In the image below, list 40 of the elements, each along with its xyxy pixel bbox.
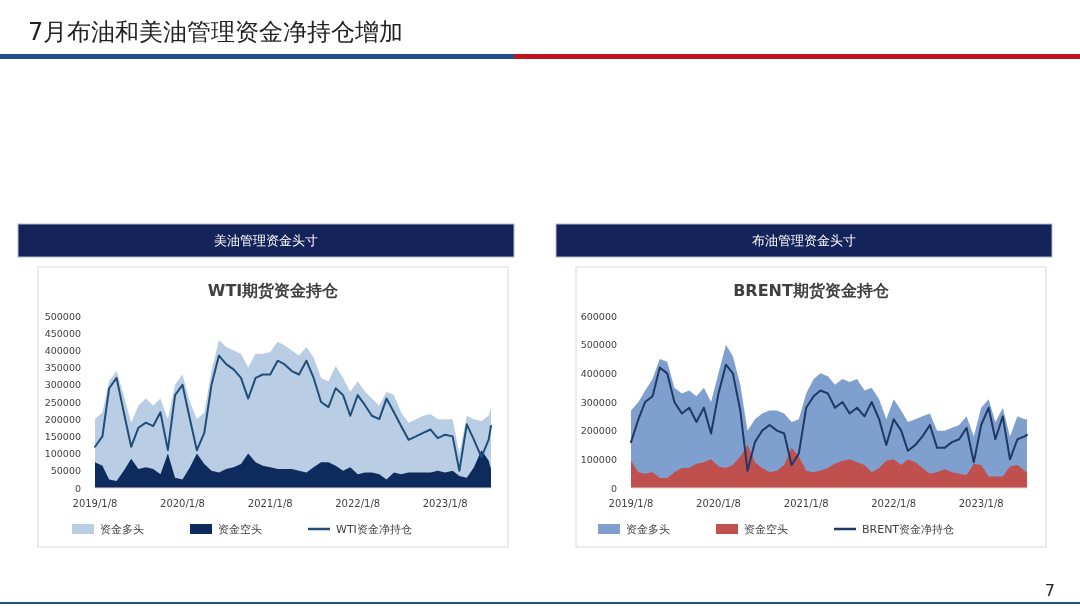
y-tick-label: 200000 xyxy=(44,413,81,425)
x-tick-label: 2020/1/8 xyxy=(696,498,741,509)
text: 7月布油和美油管理资金净持仓增加 xyxy=(28,18,404,46)
y-tick-label: 400000 xyxy=(580,367,617,379)
x-tick-label: 2019/1/8 xyxy=(608,498,654,509)
x-tick-label: 2020/1/8 xyxy=(160,498,205,509)
y-tick-label: 50000 xyxy=(50,465,81,477)
legend-label: 资金空头 xyxy=(744,523,788,536)
legend-label: BRENT资金净持仓 xyxy=(862,523,955,536)
y-tick-label: 150000 xyxy=(44,430,81,442)
y-tick-label: 250000 xyxy=(44,396,81,408)
legend-label: WTI资金净持仓 xyxy=(336,523,412,536)
y-tick-label: 600000 xyxy=(580,310,617,322)
y-tick-label: 0 xyxy=(610,482,617,494)
x-tick-label: 2022/1/8 xyxy=(335,498,381,509)
y-tick-label: 500000 xyxy=(44,310,81,322)
y-tick-label: 400000 xyxy=(44,344,81,356)
legend-label: 资金多头 xyxy=(100,523,144,536)
chart-title: WTI期货资金持仓 xyxy=(207,281,340,300)
x-tick-label: 2022/1/8 xyxy=(871,498,917,509)
x-tick-label: 2021/1/8 xyxy=(783,498,829,509)
y-tick-label: 450000 xyxy=(44,327,81,339)
text: 7 xyxy=(1044,581,1055,600)
y-tick-label: 500000 xyxy=(580,339,617,351)
y-tick-label: 0 xyxy=(74,482,81,494)
y-tick-label: 100000 xyxy=(44,448,81,460)
x-tick-label: 2019/1/8 xyxy=(72,498,118,509)
x-tick-label: 2021/1/8 xyxy=(247,498,293,509)
legend-label: 资金空头 xyxy=(218,523,262,536)
chart-subtitle: 布油管理资金头寸 xyxy=(752,233,856,248)
y-tick-label: 200000 xyxy=(580,425,617,437)
x-tick-label: 2023/1/8 xyxy=(958,498,1004,509)
chart-subtitle: 美油管理资金头寸 xyxy=(214,233,318,248)
y-tick-label: 100000 xyxy=(580,453,617,465)
y-tick-label: 300000 xyxy=(44,379,81,391)
x-tick-label: 2023/1/8 xyxy=(422,498,468,509)
legend-label: 资金多头 xyxy=(626,523,670,536)
chart-title: BRENT期货资金持仓 xyxy=(733,281,890,300)
y-tick-label: 300000 xyxy=(580,396,617,408)
y-tick-label: 350000 xyxy=(44,362,81,374)
